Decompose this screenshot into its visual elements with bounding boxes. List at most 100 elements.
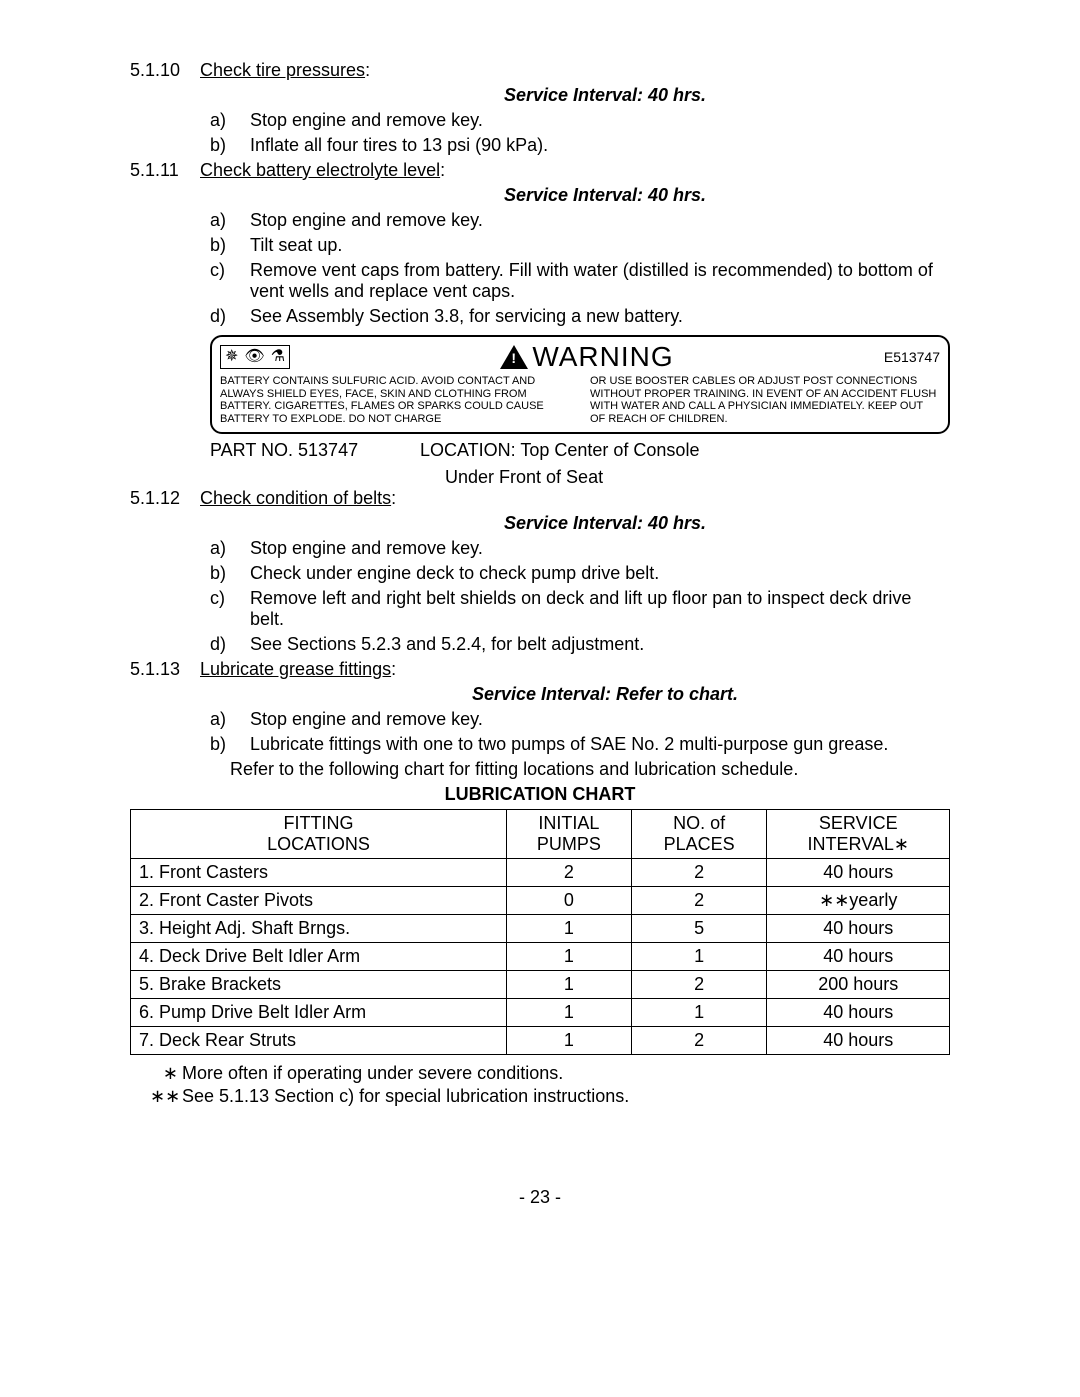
col-initial-pumps: INITIALPUMPS: [507, 809, 632, 858]
footnote-text: See 5.1.13 Section c) for special lubric…: [182, 1086, 629, 1106]
section-5-1-11: 5.1.11 Check battery electrolyte level:: [130, 160, 950, 181]
warning-col-right: OR USE BOOSTER CABLES OR ADJUST POST CON…: [590, 375, 940, 426]
step-a: a)Stop engine and remove key.: [210, 709, 950, 730]
step-letter: c): [210, 588, 250, 630]
warning-header-row: ✵ 👁 ⚗ WARNING E513747: [220, 341, 940, 373]
cell-interval: 40 hours: [767, 998, 950, 1026]
step-text: Tilt seat up.: [250, 235, 950, 256]
step-text: Stop engine and remove key.: [250, 210, 950, 231]
table-row: 3. Height Adj. Shaft Brngs.1540 hours: [131, 914, 950, 942]
cell-pumps: 0: [507, 886, 632, 914]
warning-title-text: WARNING: [532, 341, 673, 373]
manual-page: 5.1.10 Check tire pressures: Service Int…: [0, 0, 1080, 1248]
cell-location: 4. Deck Drive Belt Idler Arm: [131, 942, 507, 970]
cell-location: 5. Brake Brackets: [131, 970, 507, 998]
warning-title: WARNING: [500, 341, 673, 373]
lubrication-chart-title: LUBRICATION CHART: [130, 784, 950, 805]
col-fitting-locations: FITTINGLOCATIONS: [131, 809, 507, 858]
step-letter: d): [210, 634, 250, 655]
step-text: Stop engine and remove key.: [250, 538, 950, 559]
footnote-mark: ∗: [150, 1063, 178, 1084]
step-c: c)Remove left and right belt shields on …: [210, 588, 950, 630]
table-row: 6. Pump Drive Belt Idler Arm1140 hours: [131, 998, 950, 1026]
service-interval: Service Interval: 40 hrs.: [130, 185, 950, 206]
step-b: b)Tilt seat up.: [210, 235, 950, 256]
section-number: 5.1.10: [130, 60, 200, 81]
lubrication-chart-table: FITTINGLOCATIONS INITIALPUMPS NO. ofPLAC…: [130, 809, 950, 1055]
warning-panel: ✵ 👁 ⚗ WARNING E513747 BATTERY CONTAINS S…: [210, 335, 950, 434]
step-letter: a): [210, 210, 250, 231]
cell-interval: 200 hours: [767, 970, 950, 998]
step-letter: c): [210, 260, 250, 302]
step-d: d)See Sections 5.2.3 and 5.2.4, for belt…: [210, 634, 950, 655]
step-text: Inflate all four tires to 13 psi (90 kPa…: [250, 135, 950, 156]
cell-interval: 40 hours: [767, 1026, 950, 1054]
cell-interval: 40 hours: [767, 914, 950, 942]
refer-text: Refer to the following chart for fitting…: [230, 759, 950, 780]
step-text: Stop engine and remove key.: [250, 709, 950, 730]
service-interval: Service Interval: Refer to chart.: [130, 684, 950, 705]
cell-interval: 40 hours: [767, 858, 950, 886]
step-c: c)Remove vent caps from battery. Fill wi…: [210, 260, 950, 302]
service-interval: Service Interval: 40 hrs.: [130, 513, 950, 534]
cell-pumps: 2: [507, 858, 632, 886]
section-heading: Lubricate grease fittings: [200, 659, 391, 679]
step-a: a)Stop engine and remove key.: [210, 538, 950, 559]
warning-icon-group: ✵ 👁 ⚗: [220, 345, 290, 369]
col-service-interval: SERVICEINTERVAL∗: [767, 809, 950, 858]
footnote-2: ∗∗See 5.1.13 Section c) for special lubr…: [150, 1086, 950, 1107]
step-letter: a): [210, 110, 250, 131]
step-b: b)Lubricate fittings with one to two pum…: [210, 734, 950, 755]
cell-location: 6. Pump Drive Belt Idler Arm: [131, 998, 507, 1026]
cell-pumps: 1: [507, 1026, 632, 1054]
section-heading: Check battery electrolyte level: [200, 160, 440, 180]
section-5-1-12: 5.1.12 Check condition of belts:: [130, 488, 950, 509]
cell-interval: ∗∗yearly: [767, 886, 950, 914]
part-number: PART NO. 513747: [210, 440, 420, 461]
table-row: 4. Deck Drive Belt Idler Arm1140 hours: [131, 942, 950, 970]
step-b: b)Inflate all four tires to 13 psi (90 k…: [210, 135, 950, 156]
cell-places: 2: [631, 1026, 767, 1054]
section-heading: Check tire pressures: [200, 60, 365, 80]
table-header-row: FITTINGLOCATIONS INITIALPUMPS NO. ofPLAC…: [131, 809, 950, 858]
page-number: - 23 -: [130, 1187, 950, 1208]
alert-triangle-icon: [500, 345, 528, 369]
step-d: d)See Assembly Section 3.8, for servicin…: [210, 306, 950, 327]
section-number: 5.1.11: [130, 160, 200, 181]
section-heading: Check condition of belts: [200, 488, 391, 508]
no-spark-icon: ✵: [225, 348, 238, 366]
step-b: b)Check under engine deck to check pump …: [210, 563, 950, 584]
table-row: 5. Brake Brackets12200 hours: [131, 970, 950, 998]
col-no-of-places: NO. ofPLACES: [631, 809, 767, 858]
step-letter: b): [210, 734, 250, 755]
cell-pumps: 1: [507, 942, 632, 970]
section-number: 5.1.13: [130, 659, 200, 680]
step-letter: d): [210, 306, 250, 327]
step-text: See Assembly Section 3.8, for servicing …: [250, 306, 950, 327]
cell-location: 1. Front Casters: [131, 858, 507, 886]
step-letter: b): [210, 235, 250, 256]
step-text: Remove vent caps from battery. Fill with…: [250, 260, 950, 302]
location-subtext: Under Front of Seat: [445, 467, 950, 488]
section-5-1-13: 5.1.13 Lubricate grease fittings:: [130, 659, 950, 680]
cell-places: 5: [631, 914, 767, 942]
cell-places: 2: [631, 970, 767, 998]
table-row: 7. Deck Rear Struts1240 hours: [131, 1026, 950, 1054]
cell-pumps: 1: [507, 970, 632, 998]
eye-shield-icon: 👁: [244, 348, 264, 366]
step-letter: a): [210, 709, 250, 730]
cell-location: 2. Front Caster Pivots: [131, 886, 507, 914]
table-row: 2. Front Caster Pivots02∗∗yearly: [131, 886, 950, 914]
cell-places: 2: [631, 858, 767, 886]
cell-location: 3. Height Adj. Shaft Brngs.: [131, 914, 507, 942]
cell-location: 7. Deck Rear Struts: [131, 1026, 507, 1054]
cell-places: 2: [631, 886, 767, 914]
service-interval: Service Interval: 40 hrs.: [130, 85, 950, 106]
warning-col-left: BATTERY CONTAINS SULFURIC ACID. AVOID CO…: [220, 375, 570, 426]
step-a: a)Stop engine and remove key.: [210, 210, 950, 231]
location-label: LOCATION: Top Center of Console: [420, 440, 950, 461]
cell-pumps: 1: [507, 914, 632, 942]
step-letter: a): [210, 538, 250, 559]
no-flame-icon: ⚗: [271, 348, 285, 366]
table-row: 1. Front Casters2240 hours: [131, 858, 950, 886]
